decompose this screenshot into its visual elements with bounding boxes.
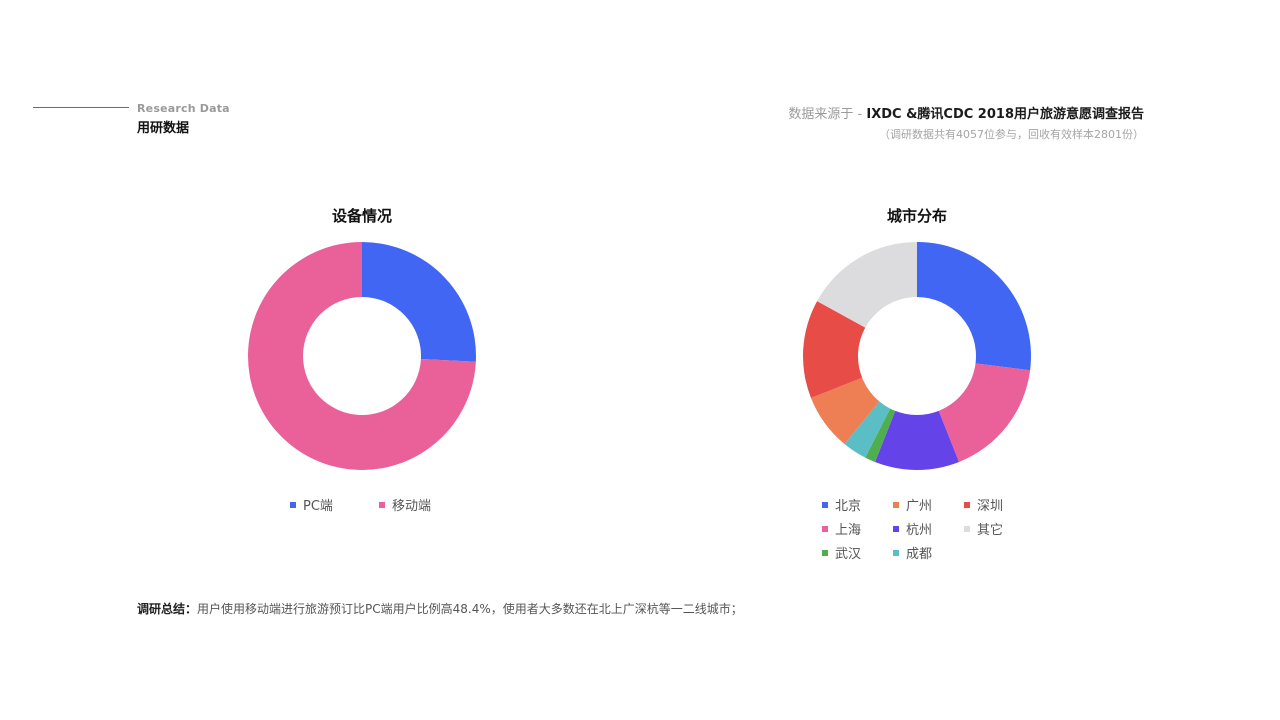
- donut-slice-上海: [938, 363, 1031, 462]
- donut-slice-移动端: [248, 242, 476, 470]
- source-line: 数据来源于 - IXDC &腾讯CDC 2018用户旅游意愿调查报告: [788, 103, 1144, 122]
- source-prefix: 数据来源于 -: [788, 107, 867, 122]
- chart-title-device: 设备情况: [331, 207, 392, 225]
- legend-item-wuhan: 武汉: [822, 543, 861, 562]
- legend-item-shanghai: 上海: [822, 519, 861, 538]
- legend-item-beijing: 北京: [822, 495, 861, 514]
- legend-item-mobile: 移动端: [379, 495, 431, 514]
- donut-slice-广州: [811, 377, 880, 444]
- legend-item-hangzhou: 杭州: [893, 519, 932, 538]
- donut-slice-PC端: [362, 242, 476, 362]
- legend-label: 移动端: [392, 499, 432, 514]
- legend-label: 北京: [835, 499, 862, 514]
- summary-label: 调研总结：: [137, 602, 198, 616]
- legend-label: PC端: [303, 499, 333, 514]
- donut-slice-武汉: [865, 408, 896, 462]
- donut-chart-device: [248, 242, 476, 470]
- header-title: 用研数据: [137, 121, 190, 136]
- legend-label: 深圳: [977, 499, 1004, 514]
- legend-swatch: [964, 525, 970, 532]
- legend-item-guangzhou: 广州: [893, 495, 932, 514]
- legend-label: 杭州: [906, 523, 933, 538]
- legend-swatch: [822, 525, 828, 532]
- legend-item-shenzhen: 深圳: [964, 495, 1003, 514]
- donut-slice-其它: [817, 242, 917, 328]
- data-source: 数据来源于 - IXDC &腾讯CDC 2018用户旅游意愿调查报告 （调研数据…: [788, 103, 1144, 142]
- legend-label: 其它: [977, 523, 1004, 538]
- header-accent-line: [33, 107, 129, 108]
- legend-swatch: [822, 549, 828, 556]
- legend-swatch: [822, 501, 828, 508]
- legend-label: 上海: [835, 523, 862, 538]
- source-report-name: IXDC &腾讯CDC 2018用户旅游意愿调查报告: [866, 107, 1144, 122]
- research-summary: 调研总结：用户使用移动端进行旅游预订比PC端用户比例高48.4%，使用者大多数还…: [137, 600, 743, 617]
- legend-swatch: [379, 501, 385, 508]
- summary-text: 用户使用移动端进行旅游预订比PC端用户比例高48.4%，使用者大多数还在北上广深…: [197, 602, 743, 616]
- legend-city: 北京 广州 深圳 上海 杭州 其它 武汉 成都: [822, 495, 1042, 567]
- legend-swatch: [893, 501, 899, 508]
- donut-slice-深圳: [803, 301, 866, 398]
- legend-swatch: [964, 501, 970, 508]
- donut-slice-北京: [917, 242, 1031, 371]
- legend-swatch: [893, 549, 899, 556]
- header-subtitle: Research Data: [137, 102, 230, 115]
- legend-device: PC端 移动端: [290, 495, 490, 519]
- legend-label: 广州: [906, 499, 933, 514]
- legend-label: 成都: [906, 547, 933, 562]
- legend-swatch: [290, 501, 296, 508]
- legend-label: 武汉: [835, 547, 862, 562]
- donut-slice-成都: [844, 401, 891, 458]
- legend-swatch: [893, 525, 899, 532]
- legend-item-other: 其它: [964, 519, 1003, 538]
- legend-item-pc: PC端: [290, 495, 333, 514]
- legend-item-chengdu: 成都: [893, 543, 932, 562]
- chart-title-city: 城市分布: [886, 207, 947, 225]
- donut-chart-city: [803, 242, 1031, 470]
- source-note: （调研数据共有4057位参与，回收有效样本2801份）: [879, 128, 1144, 141]
- donut-slice-杭州: [875, 410, 959, 470]
